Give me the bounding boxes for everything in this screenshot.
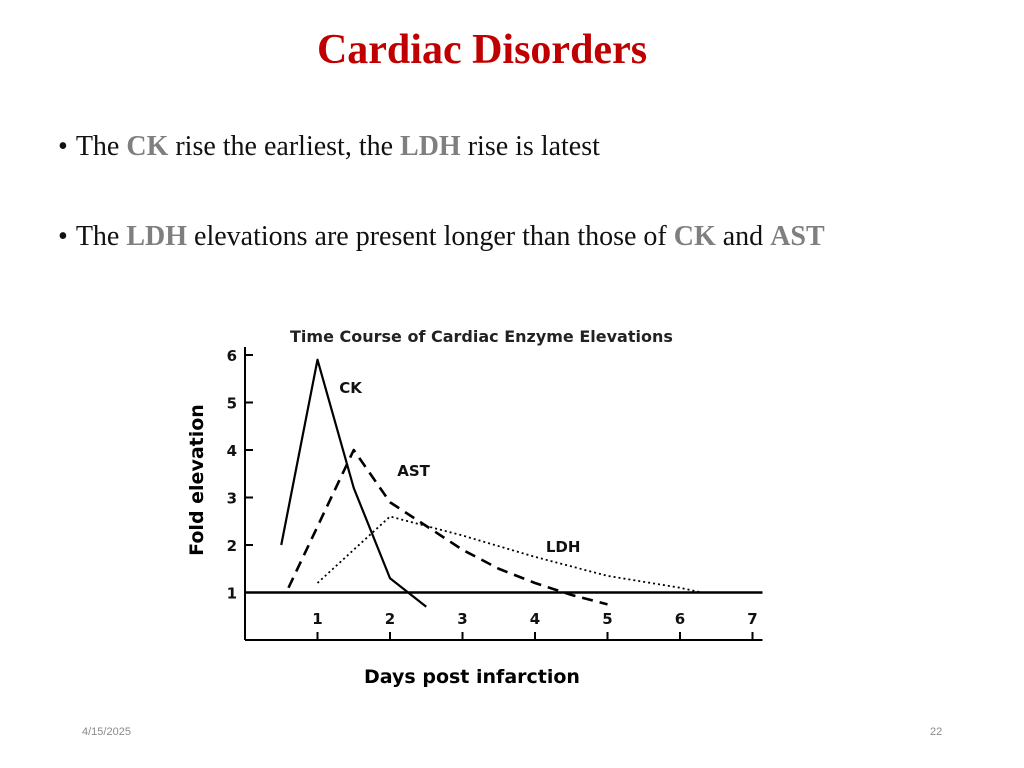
bullet-ck-earliest: • The CK rise the earliest, the LDH rise … (58, 131, 600, 163)
series-line-ldh (316, 515, 702, 594)
x-tick-label: 4 (530, 610, 540, 628)
bullet-segment: rise the earliest, the (168, 131, 401, 162)
bullet-segment: The (75, 221, 127, 252)
bullet-segment: rise is latest (460, 131, 600, 162)
x-tick-label: 5 (602, 610, 612, 628)
bullet-marker: • (58, 221, 68, 252)
bullet-marker: • (58, 131, 68, 162)
y-tick-label: 2 (227, 537, 237, 555)
highlight-term: CK (673, 221, 716, 252)
bullet-segment: elevations are present longer than those… (187, 221, 674, 252)
series-label-ldh: LDH (546, 538, 581, 556)
y-tick-label: 4 (227, 442, 237, 460)
bullet-segment: and (715, 221, 771, 252)
slide-title: Cardiac Disorders (316, 27, 648, 73)
series-line-ck (280, 358, 427, 608)
highlight-term: CK (126, 131, 169, 162)
x-axis-label: Days post infarction (364, 666, 580, 688)
series-line-ast (287, 448, 608, 606)
footer-date: 4/15/2025 (82, 726, 131, 738)
bullet-segment: The (75, 131, 127, 162)
bullet-text-1: The CK rise the earliest, the LDH rise i… (76, 131, 600, 162)
footer-page-number: 22 (930, 726, 943, 738)
x-tick-label: 2 (385, 610, 395, 628)
highlight-term: LDH (126, 221, 188, 252)
bullet-text-2: The LDH elevations are present longer th… (76, 221, 825, 252)
series-label-ast: AST (397, 462, 430, 480)
chart-title: Time Course of Cardiac Enzyme Elevations (290, 327, 673, 346)
highlight-term: AST (770, 221, 825, 252)
y-axis-label: Fold elevation (186, 404, 208, 556)
highlight-term: LDH (400, 131, 461, 162)
x-tick-label: 1 (312, 610, 322, 628)
x-tick-label: 6 (675, 610, 685, 628)
x-tick-label: 3 (457, 610, 467, 628)
y-tick-label: 5 (227, 395, 237, 413)
y-tick-label: 6 (227, 347, 237, 365)
series-label-ck: CK (339, 379, 363, 397)
y-tick-label: 1 (227, 585, 237, 603)
x-tick-label: 7 (747, 610, 757, 628)
bullet-ldh-longer: • The LDH elevations are present longer t… (58, 221, 825, 253)
plot-area: 1 2 3 4 5 6 1 2 3 4 5 6 7 CK AST LDH (227, 347, 763, 641)
y-tick-label: 3 (227, 490, 237, 508)
